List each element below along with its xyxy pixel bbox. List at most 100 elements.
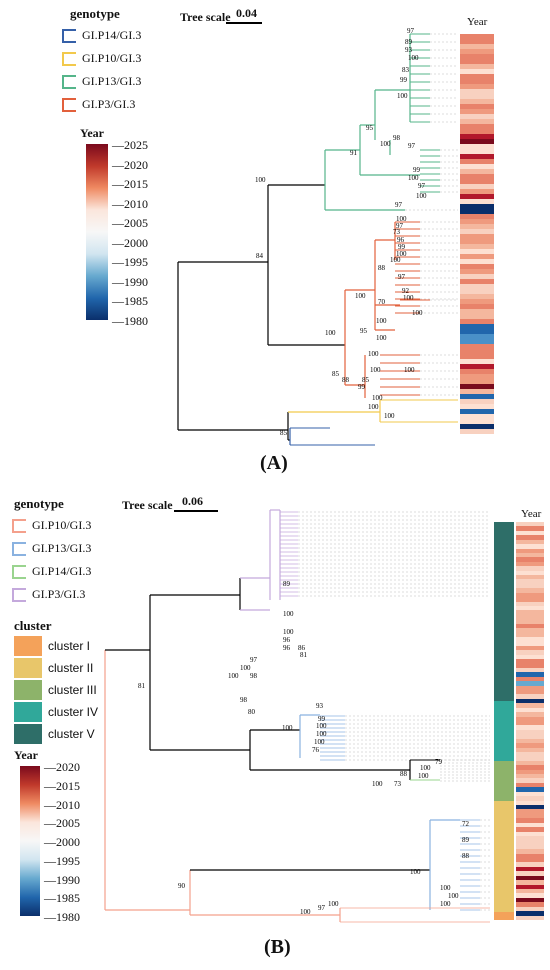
heatmap-cell bbox=[516, 601, 544, 607]
heatmap-cell bbox=[516, 566, 544, 571]
heatmap-cell bbox=[516, 667, 544, 673]
heatmap-cell bbox=[460, 244, 494, 249]
heatmap-cell bbox=[516, 663, 544, 668]
bootstrap-label: 83 bbox=[402, 66, 410, 74]
bootstrap-label: 100 bbox=[372, 394, 383, 402]
heatmap-cell bbox=[460, 84, 494, 89]
heatmap-cell bbox=[460, 104, 494, 109]
heatmap-cell bbox=[516, 690, 544, 695]
heatmap-cell bbox=[460, 364, 494, 369]
bootstrap-label: 99 bbox=[413, 166, 421, 174]
bootstrap-label: 100 bbox=[328, 900, 339, 908]
colorbar-tick-label: —2010 bbox=[112, 196, 148, 211]
heatmap-cell bbox=[460, 194, 494, 199]
cluster-strip-segment bbox=[494, 760, 514, 801]
bootstrap-label: 100 bbox=[440, 884, 451, 892]
bootstrap-label: 93 bbox=[316, 702, 324, 710]
heatmap-cell bbox=[516, 743, 544, 748]
heatmap-cell bbox=[516, 774, 544, 779]
bootstrap-label: 100 bbox=[282, 724, 293, 732]
genotype-legend-title: genotype bbox=[14, 496, 64, 511]
heatmap-cell bbox=[516, 592, 544, 598]
heatmap-cell bbox=[460, 154, 494, 159]
genotype-legend-item: GI.P3/GI.3 bbox=[62, 97, 141, 112]
colorbar-tick-label: —2020 bbox=[112, 157, 148, 172]
heatmap-cell bbox=[460, 344, 494, 349]
cluster-label: cluster I bbox=[48, 639, 91, 653]
heatmap-cell bbox=[460, 214, 494, 219]
bootstrap-label: 100 bbox=[418, 772, 429, 780]
bootstrap-label: 97 bbox=[396, 222, 404, 230]
bootstrap-label: 97 bbox=[407, 27, 415, 35]
heatmap-cell bbox=[516, 698, 544, 704]
bootstrap-label: 97 bbox=[408, 142, 416, 150]
bootstrap-label: 96 bbox=[283, 644, 291, 652]
heatmap-cell bbox=[516, 623, 544, 629]
colorbar-tick-label: —1985 bbox=[44, 891, 80, 906]
heatmap-cell bbox=[516, 778, 544, 783]
panel-label: (B) bbox=[264, 936, 291, 958]
heatmap-cell bbox=[460, 179, 494, 184]
colorbar-tick-label: —1980 bbox=[44, 910, 80, 924]
year-heatmap bbox=[516, 522, 544, 920]
heatmap-cell bbox=[460, 419, 494, 424]
heatmap-cell bbox=[516, 716, 544, 721]
heatmap-cell bbox=[516, 849, 544, 854]
genotype-label: GI.P3/GI.3 bbox=[82, 97, 136, 111]
bootstrap-label: 97 bbox=[418, 182, 426, 190]
bootstrap-label: 100 bbox=[440, 900, 451, 908]
heatmap-cell bbox=[516, 632, 544, 637]
bootstrap-label: 100 bbox=[403, 294, 414, 302]
genotype-label: GI.P14/GI.3 bbox=[32, 564, 92, 578]
heatmap-cell bbox=[460, 299, 494, 304]
heatmap-cell bbox=[516, 747, 544, 752]
heatmap-cell bbox=[516, 800, 544, 805]
cluster-swatch bbox=[14, 636, 42, 656]
tree-scale-label: Tree scale bbox=[180, 10, 231, 24]
bootstrap-label: 99 bbox=[398, 243, 406, 251]
genotype-legend-item: GI.P14/GI.3 bbox=[12, 564, 91, 579]
heatmap-cell bbox=[460, 64, 494, 69]
year-heatmap bbox=[460, 34, 494, 434]
heatmap-cell bbox=[460, 184, 494, 189]
heatmap-cell bbox=[460, 189, 494, 194]
year-colorbar-ticks: —2025 —2020 —2015 —2010 —2005 —2000 —1995 —1990… bbox=[112, 138, 152, 328]
heatmap-cell bbox=[516, 650, 544, 655]
bootstrap-label: 86 bbox=[298, 644, 306, 652]
colorbar-tick-label: —1995 bbox=[44, 853, 80, 868]
heatmap-cell bbox=[516, 729, 544, 735]
cluster-label: cluster V bbox=[48, 727, 95, 741]
heatmap-cell bbox=[460, 329, 494, 334]
tree-scale-bar bbox=[226, 22, 262, 24]
heatmap-cell bbox=[460, 399, 494, 404]
bootstrap-label: 88 bbox=[400, 770, 408, 778]
heatmap-cell bbox=[460, 309, 494, 314]
genotype-label: GI.P13/GI.3 bbox=[82, 74, 142, 88]
heatmap-cell bbox=[460, 69, 494, 74]
colorbar-tick-label: —1980 bbox=[112, 314, 148, 328]
heatmap-cell bbox=[516, 738, 544, 744]
heatmap-cell bbox=[516, 720, 544, 726]
genotype-label: GI.P3/GI.3 bbox=[32, 587, 86, 601]
genotype-legend-item: GI.P3/GI.3 bbox=[12, 587, 91, 602]
year-header: Year bbox=[467, 16, 488, 28]
heatmap-cell bbox=[516, 831, 544, 836]
heatmap-cell bbox=[460, 384, 494, 389]
bootstrap-label: 89 bbox=[283, 580, 291, 588]
heatmap-cell bbox=[516, 902, 544, 907]
bootstrap-label: 92 bbox=[402, 287, 410, 295]
heatmap-cell bbox=[516, 897, 544, 903]
cluster-legend-title: cluster bbox=[14, 618, 52, 633]
heatmap-cell bbox=[460, 234, 494, 239]
heatmap-cell bbox=[460, 409, 494, 414]
heatmap-cell bbox=[516, 641, 544, 646]
bootstrap-label: 100 bbox=[372, 780, 383, 788]
colorbar-tick-label: —2025 bbox=[112, 138, 148, 152]
bootstrap-label: 100 bbox=[325, 329, 336, 337]
bootstrap-label: 100 bbox=[408, 54, 419, 62]
bootstrap-label: 95 bbox=[366, 124, 374, 132]
heatmap-cell bbox=[460, 129, 494, 134]
genotype-label: GI.P10/GI.3 bbox=[32, 518, 92, 532]
bootstrap-label: 88 bbox=[342, 376, 350, 384]
heatmap-cell bbox=[516, 548, 544, 553]
